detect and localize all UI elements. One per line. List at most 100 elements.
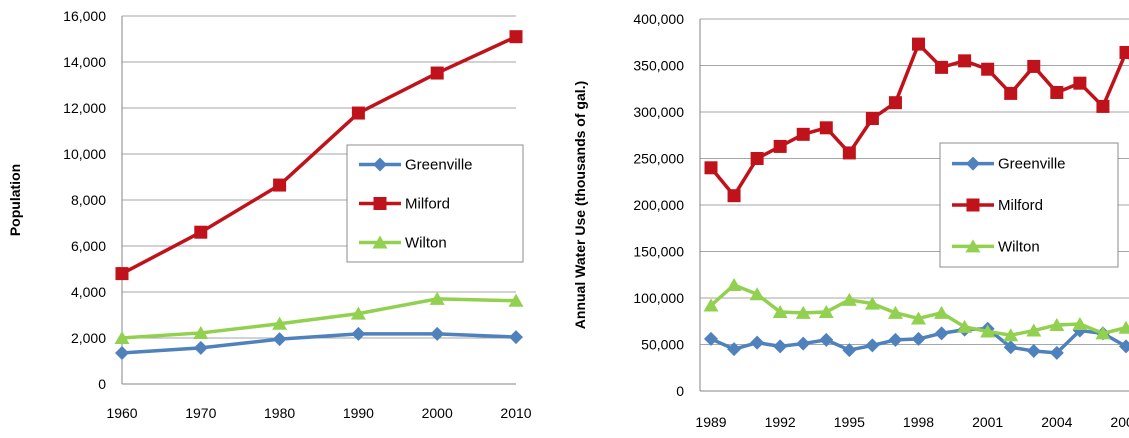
data-point bbox=[934, 326, 949, 341]
x-tick-label: 2000 bbox=[422, 405, 453, 421]
data-point bbox=[749, 287, 765, 301]
series-wilton bbox=[114, 291, 524, 344]
data-point bbox=[1073, 76, 1087, 90]
legend-label: Greenville bbox=[998, 156, 1066, 173]
data-point bbox=[1026, 344, 1041, 359]
data-point bbox=[1119, 45, 1129, 59]
legend: Greenville Milford Wilton bbox=[939, 142, 1119, 268]
data-point bbox=[1050, 85, 1064, 99]
x-tick-label: 2007 bbox=[1110, 414, 1129, 430]
data-point bbox=[704, 161, 718, 175]
legend-marker bbox=[966, 156, 980, 171]
y-tick-label: 16,000 bbox=[63, 8, 106, 24]
data-point bbox=[796, 127, 810, 141]
legend-marker bbox=[372, 235, 388, 249]
data-point bbox=[1096, 99, 1110, 113]
x-tick-label: 1998 bbox=[903, 414, 934, 430]
data-point bbox=[958, 54, 972, 68]
data-point bbox=[864, 296, 880, 310]
data-point bbox=[704, 331, 718, 346]
data-point bbox=[796, 336, 811, 351]
y-tick-label: 300,000 bbox=[633, 104, 684, 120]
x-tick-label: 1995 bbox=[834, 414, 865, 430]
data-point bbox=[887, 305, 903, 319]
data-point bbox=[193, 325, 209, 339]
y-tick-label: 0 bbox=[676, 383, 684, 399]
data-point bbox=[911, 311, 926, 325]
water-use-chart: 0 50,000 100,000 150,000 200,000 250,000 300,0… bbox=[572, 11, 1129, 430]
data-point bbox=[273, 178, 287, 192]
data-point bbox=[865, 338, 880, 353]
data-point bbox=[773, 139, 787, 153]
legend-label: Milford bbox=[405, 196, 450, 213]
y-tick-label: 12,000 bbox=[63, 100, 106, 116]
data-point bbox=[272, 332, 287, 347]
y-tick-label: 4,000 bbox=[71, 284, 106, 300]
data-point bbox=[818, 304, 834, 318]
series-line bbox=[709, 283, 1129, 337]
population-chart: 0 2,000 4,000 6,000 8,000 10,000 12,000 14,000 1… bbox=[7, 8, 532, 421]
legend: Greenville Milford Wilton bbox=[346, 144, 524, 263]
data-point bbox=[1049, 345, 1064, 360]
series-line bbox=[121, 297, 517, 340]
legend-marker bbox=[965, 239, 981, 253]
data-point bbox=[509, 330, 523, 345]
series-milford bbox=[115, 30, 523, 281]
data-point bbox=[841, 292, 857, 306]
y-tick-label: 200,000 bbox=[633, 197, 684, 213]
x-tick-label: 1989 bbox=[695, 414, 726, 430]
data-point bbox=[114, 331, 130, 344]
y-tick-label: 8,000 bbox=[71, 192, 106, 208]
data-point bbox=[726, 277, 742, 291]
data-point bbox=[115, 345, 129, 360]
x-tick-label: 1960 bbox=[106, 405, 137, 421]
x-tick-label: 2004 bbox=[1041, 414, 1072, 430]
data-point bbox=[1026, 323, 1042, 337]
series-milford bbox=[704, 37, 1129, 203]
data-point bbox=[115, 267, 129, 281]
data-point bbox=[703, 298, 719, 312]
x-tick-label: 1990 bbox=[343, 405, 374, 421]
data-point bbox=[1049, 317, 1065, 331]
data-point bbox=[272, 316, 288, 330]
y-tick-label: 100,000 bbox=[633, 290, 684, 306]
data-point bbox=[509, 30, 523, 44]
data-point bbox=[508, 293, 524, 307]
data-point bbox=[865, 112, 879, 126]
data-point bbox=[935, 60, 949, 74]
data-point bbox=[1119, 339, 1129, 354]
y-tick-label: 2,000 bbox=[71, 330, 106, 346]
series-line bbox=[121, 332, 517, 355]
data-point bbox=[1027, 59, 1041, 73]
data-point bbox=[888, 96, 902, 110]
data-point bbox=[1072, 317, 1088, 331]
data-point bbox=[1003, 328, 1019, 342]
x-tick-label: 1992 bbox=[765, 414, 796, 430]
data-point bbox=[773, 339, 788, 354]
legend-marker bbox=[373, 197, 387, 210]
data-point bbox=[1095, 326, 1111, 340]
data-point bbox=[351, 106, 365, 120]
y-tick-label: 14,000 bbox=[63, 54, 106, 70]
data-point bbox=[795, 305, 811, 319]
data-point bbox=[1004, 86, 1018, 100]
data-point bbox=[911, 331, 926, 346]
data-point bbox=[430, 66, 444, 80]
data-point bbox=[194, 225, 208, 239]
x-tick-label: 1980 bbox=[264, 405, 295, 421]
data-point bbox=[727, 189, 741, 203]
data-point bbox=[750, 152, 764, 165]
y-tick-label: 250,000 bbox=[633, 151, 684, 167]
data-point bbox=[772, 304, 788, 318]
y-tick-label: 6,000 bbox=[71, 238, 106, 254]
data-point bbox=[430, 326, 445, 341]
legend-label: Milford bbox=[998, 197, 1043, 214]
data-point bbox=[934, 305, 950, 319]
data-point bbox=[888, 332, 903, 347]
data-point bbox=[727, 342, 742, 357]
y-axis-title: Annual Water Use (thousands of gal.) bbox=[572, 81, 588, 329]
legend-label: Greenville bbox=[405, 157, 473, 174]
y-tick-label: 350,000 bbox=[633, 58, 684, 74]
legend-marker bbox=[373, 157, 387, 172]
